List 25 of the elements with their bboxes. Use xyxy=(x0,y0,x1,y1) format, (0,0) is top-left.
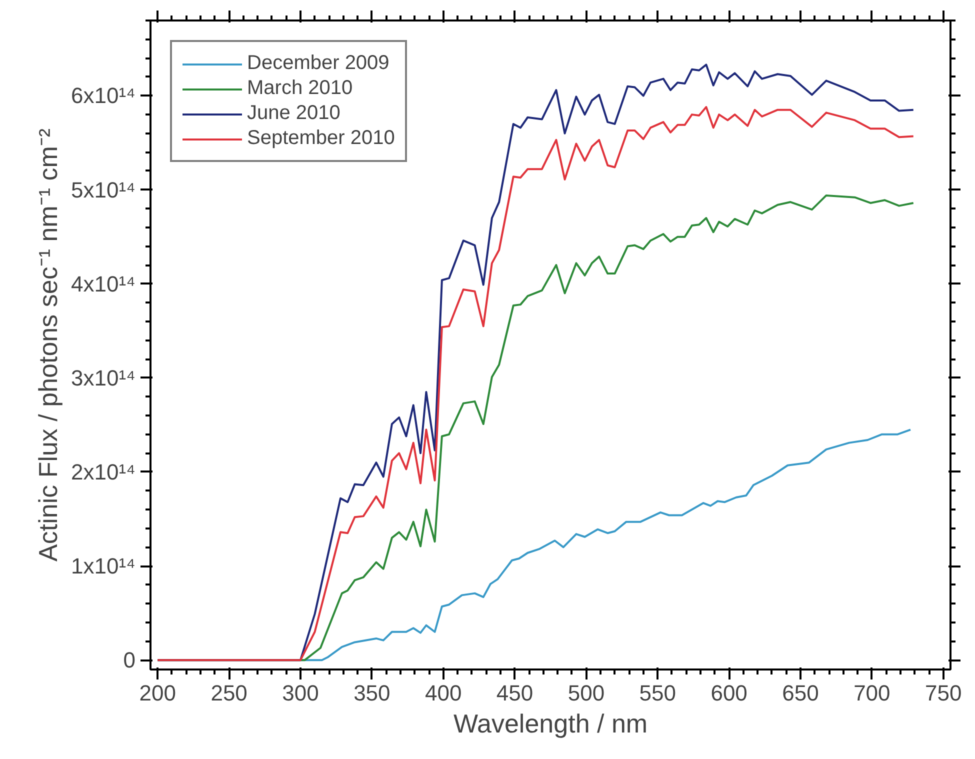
legend-label: March 2010 xyxy=(247,77,353,100)
x-tick-label: 750 xyxy=(925,680,962,706)
x-tick-label: 500 xyxy=(568,680,605,706)
y-axis-title: Actinic Flux / photons sec⁻¹ nm⁻¹ cm⁻² xyxy=(33,128,64,562)
x-tick-label: 250 xyxy=(210,680,248,706)
x-tick-label: 400 xyxy=(425,680,462,706)
y-tick-label: 6x10¹⁴ xyxy=(71,83,136,108)
x-tick-label: 450 xyxy=(496,680,534,706)
x-tick-label: 200 xyxy=(139,680,176,706)
y-tick-label: 1x10¹⁴ xyxy=(71,554,136,579)
legend-label: June 2010 xyxy=(247,102,340,125)
y-tick-label: 3x10¹⁴ xyxy=(71,365,136,390)
x-axis-title: Wavelength / nm xyxy=(453,708,648,738)
y-tick-label: 4x10¹⁴ xyxy=(71,271,136,296)
x-tick-label: 600 xyxy=(710,680,748,706)
y-tick-label: 5x10¹⁴ xyxy=(71,177,136,202)
x-tick-label: 700 xyxy=(854,680,890,706)
x-tick-label: 650 xyxy=(782,680,819,706)
y-tick-label: 0 xyxy=(123,648,136,673)
legend-label: September 2010 xyxy=(247,127,395,150)
y-tick-label: 2x10¹⁴ xyxy=(71,459,136,484)
x-tick-label: 350 xyxy=(354,680,390,706)
legend-label: December 2009 xyxy=(247,52,390,75)
x-tick-label: 550 xyxy=(639,680,676,706)
x-tick-label: 300 xyxy=(282,680,319,706)
